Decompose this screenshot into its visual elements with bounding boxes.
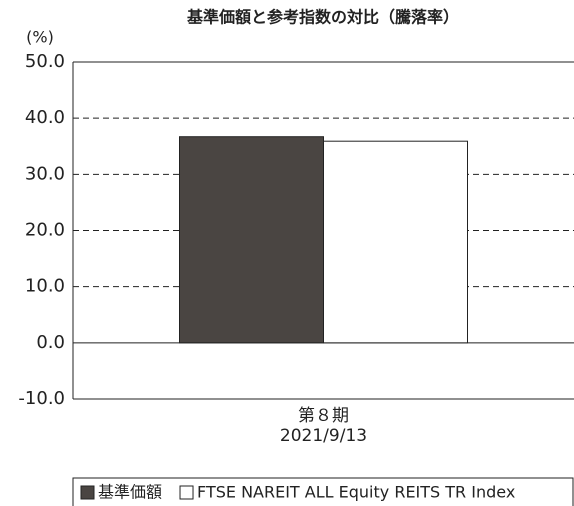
- legend-label: FTSE NAREIT ALL Equity REITS TR Index: [197, 483, 515, 502]
- legend-swatch: [179, 485, 194, 500]
- chart-title: 基準価額と参考指数の対比（騰落率）: [186, 8, 459, 27]
- bar: [323, 140, 468, 344]
- legend-swatch: [80, 485, 95, 500]
- y-tick-label: 0.0: [36, 332, 65, 353]
- y-tick-label: 30.0: [25, 163, 65, 184]
- y-tick-label: -10.0: [18, 388, 65, 409]
- y-tick-label: 40.0: [25, 107, 65, 128]
- y-tick-label: 50.0: [25, 51, 65, 72]
- y-tick-label: 10.0: [25, 276, 65, 297]
- bar: [179, 136, 324, 344]
- legend-box: [72, 477, 574, 506]
- y-tick-label: 20.0: [25, 220, 65, 241]
- legend-label: 基準価額: [98, 483, 162, 502]
- x-tick-label: 第８期 2021/9/13: [279, 406, 368, 446]
- y-unit: (%): [26, 28, 54, 47]
